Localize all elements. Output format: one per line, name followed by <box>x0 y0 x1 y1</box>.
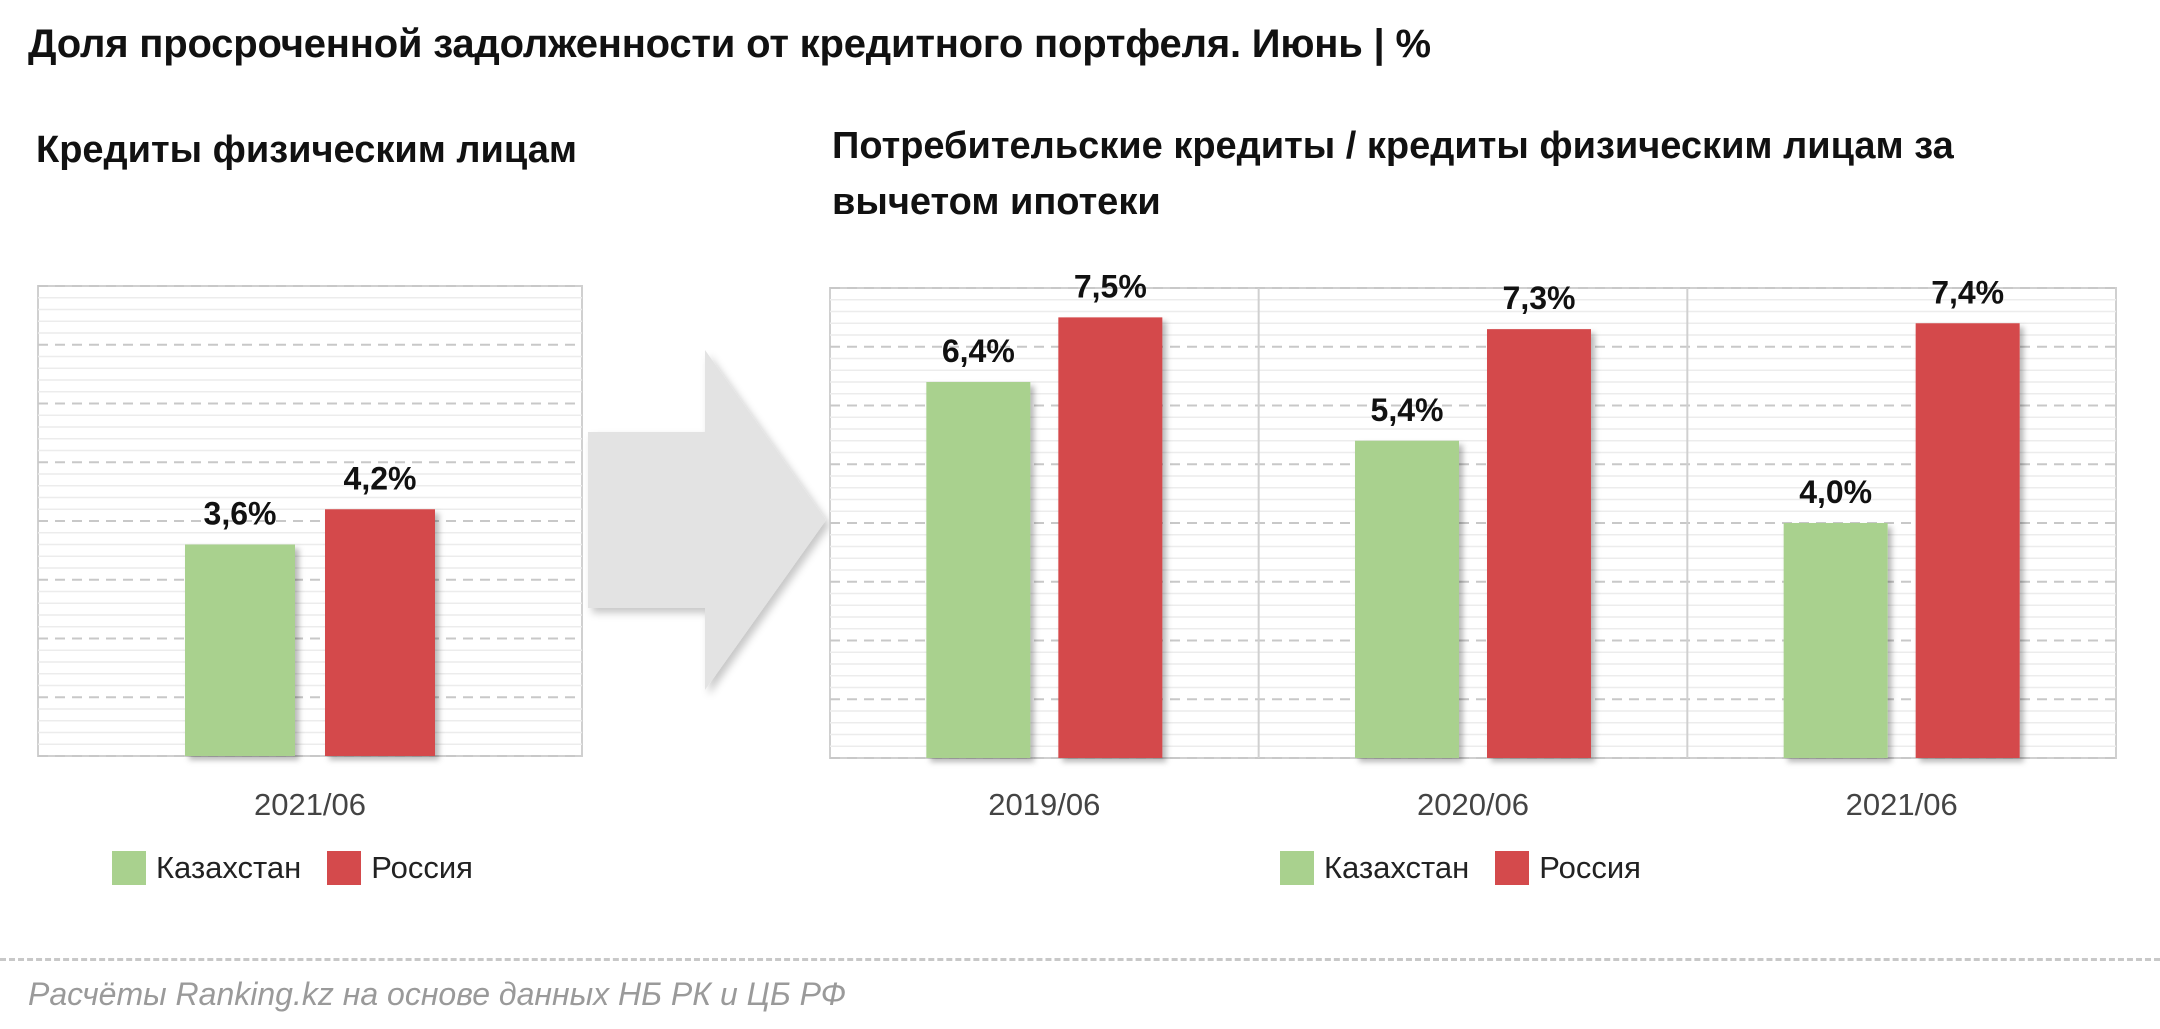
legend-swatch-russia <box>1495 851 1530 885</box>
legend-swatch-kazakhstan <box>112 851 146 885</box>
legend-label-kazakhstan: Казахстан <box>156 850 302 885</box>
legend-label-kazakhstan: Казахстан <box>1324 850 1470 885</box>
legend-item-russia: Россия <box>1495 850 1641 886</box>
bar-russia-2019-06 <box>1058 317 1163 758</box>
transition-arrow-icon <box>588 350 826 690</box>
right-legend: Казахстан Россия <box>1280 850 1667 886</box>
left-legend: Казахстан Россия <box>112 850 499 886</box>
bar-kazakhstan-2021-06 <box>1783 523 1888 758</box>
data-label-kazakhstan-2021-06: 4,0% <box>1799 474 1872 510</box>
charts-canvas: 3,6% 4,2% 2021/06 6,4% 7,5% 2019/06 5,4% 7,3% 20… <box>37 268 2117 822</box>
legend-item-kazakhstan: Казахстан <box>112 850 301 886</box>
data-label-kazakhstan-2020-06: 5,4% <box>1371 392 1444 428</box>
bar-kazakhstan-2021-06 <box>185 544 295 756</box>
legend-swatch-kazakhstan <box>1280 851 1314 885</box>
x-tick-label: 2019/06 <box>988 787 1100 822</box>
bar-russia-2021-06 <box>325 509 435 756</box>
left-chart-title: Кредиты физическим лицам <box>36 129 577 171</box>
data-label-russia-2021-06: 7,4% <box>1931 274 2004 310</box>
bar-russia-2020-06 <box>1487 329 1591 758</box>
legend-label-russia: Россия <box>1539 850 1641 885</box>
data-label-russia-2021-06: 4,2% <box>344 460 417 496</box>
legend-item-kazakhstan: Казахстан <box>1280 850 1469 886</box>
bar-kazakhstan-2020-06 <box>1355 440 1459 758</box>
bar-russia-2021-06 <box>1915 323 2020 758</box>
x-tick-label: 2020/06 <box>1417 787 1529 822</box>
legend-label-russia: Россия <box>371 850 473 885</box>
legend-item-russia: Россия <box>327 850 473 886</box>
right-chart-title: Потребительские кредиты / кредиты физиче… <box>832 125 1954 223</box>
data-label-russia-2020-06: 7,3% <box>1503 280 1576 316</box>
data-label-kazakhstan-2019-06: 6,4% <box>942 333 1015 369</box>
x-tick-label: 2021/06 <box>1846 787 1958 822</box>
x-tick-label: 2021/06 <box>254 787 366 822</box>
bar-kazakhstan-2019-06 <box>926 382 1031 758</box>
legend-swatch-russia <box>327 851 362 885</box>
data-label-kazakhstan-2021-06: 3,6% <box>204 496 277 532</box>
footer-divider <box>0 958 2160 961</box>
chart-main-title: Доля просроченной задолженности от креди… <box>28 22 1431 66</box>
data-label-russia-2019-06: 7,5% <box>1074 268 1147 304</box>
source-note: Расчёты Ranking.kz на основе данных НБ Р… <box>28 976 847 1012</box>
